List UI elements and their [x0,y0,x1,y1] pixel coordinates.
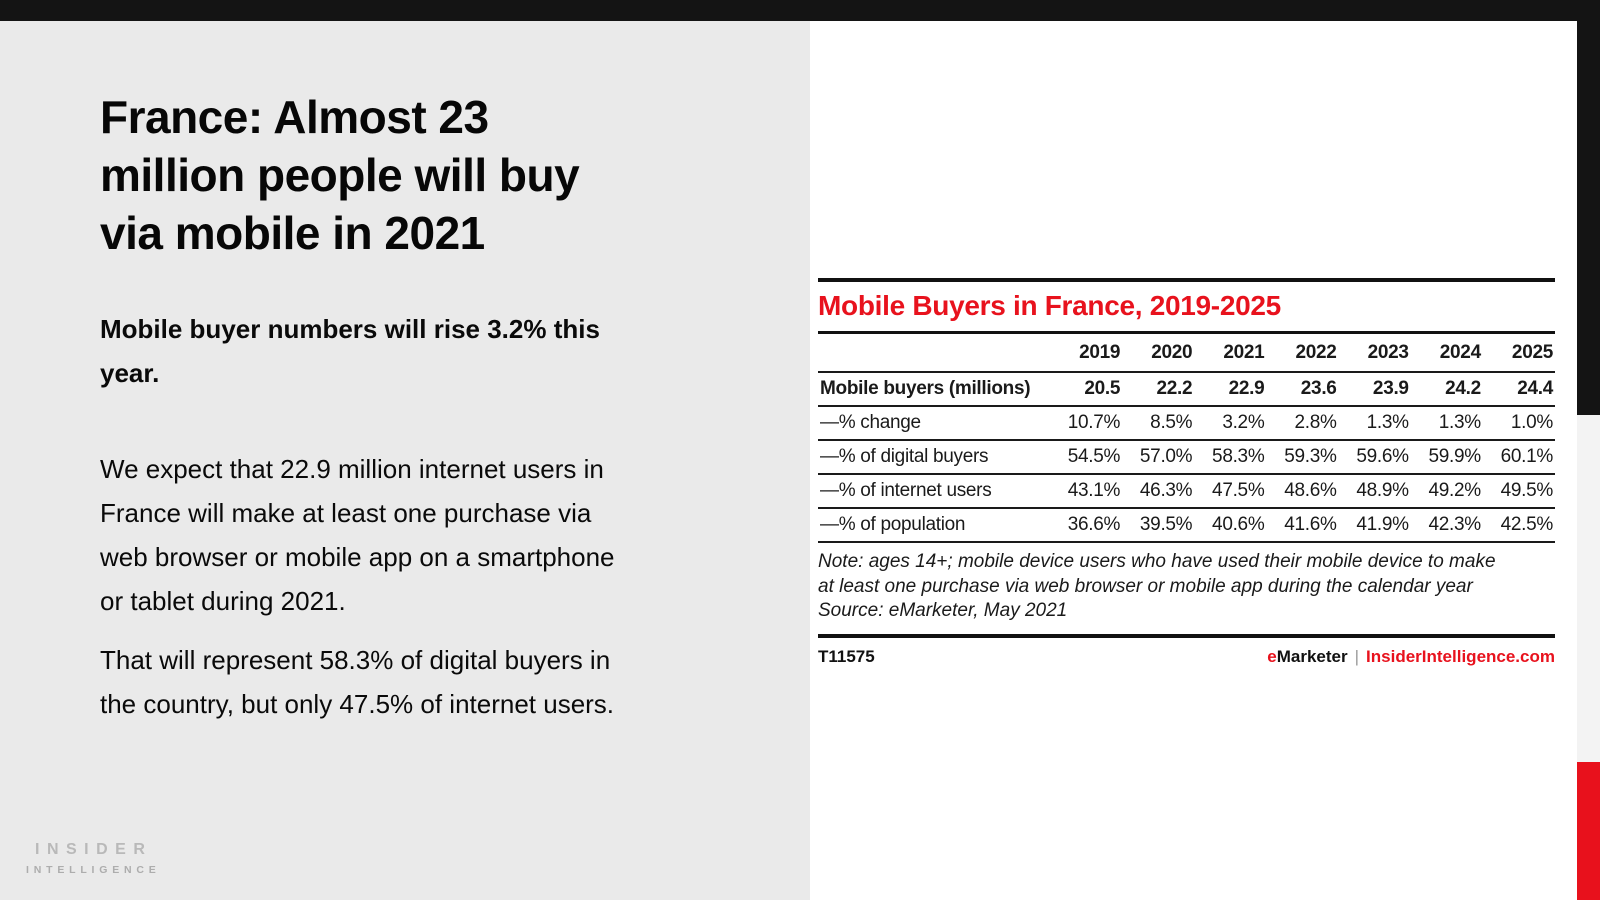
value-cell: 42.5% [1482,508,1555,543]
value-cell: 36.6% [1050,508,1123,543]
row-label-cell: —% of internet users [818,474,1050,509]
value-cell: 49.5% [1482,474,1555,509]
value-cell: 8.5% [1122,406,1195,441]
chart-footer: T11575 eMarketer | InsiderIntelligence.com [818,638,1555,667]
value-cell: 2.8% [1266,406,1339,441]
table-row: —% of internet users 43.1% 46.3% 47.5% 48.6%… [818,474,1555,509]
logo-line-insider: INSIDER [35,841,153,858]
value-cell: 41.6% [1266,508,1339,543]
value-cell: 41.9% [1338,508,1411,543]
value-cell: 1.0% [1482,406,1555,441]
year-header-row: 2019 2020 2021 2022 2023 2024 2025 [818,334,1555,373]
value-cell: 3.2% [1194,406,1267,441]
chart-id: T11575 [818,646,875,666]
emarketer-chart: Mobile Buyers in France, 2019-2025 2019 2… [818,278,1555,667]
right-edge-strip [1577,0,1600,900]
page-title: France: Almost 23 million people will bu… [100,91,580,259]
table-row: —% change 10.7% 8.5% 3.2% 2.8% 1.3% 1.3% 1.0% [818,406,1555,441]
row-label-cell: Mobile buyers (millions) [818,372,1050,407]
emarketer-logo-e: e [1267,646,1277,666]
chart-title: Mobile Buyers in France, 2019-2025 [818,290,1281,321]
insiderintelligence-link[interactable]: InsiderIntelligence.com [1366,646,1555,666]
value-cell: 59.3% [1266,440,1339,475]
chart-table-body: Mobile buyers (millions) 20.5 22.2 22.9 23.6… [818,372,1555,543]
year-header-cell: 2019 [1050,334,1123,373]
value-cell: 39.5% [1122,508,1195,543]
chart-note: Note: ages 14+; mobile device users who … [818,543,1555,638]
year-header-cell: 2024 [1410,334,1483,373]
slide-body: We expect that 22.9 million internet use… [100,447,740,741]
body-paragraph-2: That will represent 58.3% of digital buy… [100,645,615,719]
table-row: —% of population 36.6% 39.5% 40.6% 41.6% 41.9… [818,508,1555,543]
value-cell: 60.1% [1482,440,1555,475]
edge-gray-block [1577,415,1600,762]
edge-black-block [1577,0,1600,415]
year-header-cell: 2020 [1122,334,1195,373]
value-cell: 22.9 [1194,372,1267,407]
emarketer-logo-text: Marketer [1276,646,1348,666]
chart-title-band: Mobile Buyers in France, 2019-2025 [818,278,1555,334]
year-header-cell: 2023 [1338,334,1411,373]
value-cell: 22.2 [1122,372,1195,407]
value-cell: 43.1% [1050,474,1123,509]
body-paragraph-1: We expect that 22.9 million internet use… [100,454,615,616]
value-cell: 46.3% [1122,474,1195,509]
chart-panel: Mobile Buyers in France, 2019-2025 2019 2… [810,21,1577,900]
left-text-panel: France: Almost 23 million people will bu… [0,21,810,900]
edge-red-block [1577,762,1600,900]
table-row: Mobile buyers (millions) 20.5 22.2 22.9 23.6… [818,372,1555,407]
row-label-cell: —% of digital buyers [818,440,1050,475]
value-cell: 23.9 [1338,372,1411,407]
value-cell: 10.7% [1050,406,1123,441]
value-cell: 47.5% [1194,474,1267,509]
brand-lockup: eMarketer | InsiderIntelligence.com [1267,647,1555,667]
value-cell: 42.3% [1410,508,1483,543]
value-cell: 59.9% [1410,440,1483,475]
value-cell: 40.6% [1194,508,1267,543]
value-cell: 48.6% [1266,474,1339,509]
slide-subtitle: Mobile buyer numbers will rise 3.2% this… [100,314,600,388]
year-header-cell: 2025 [1482,334,1555,373]
value-cell: 20.5 [1050,372,1123,407]
value-cell: 54.5% [1050,440,1123,475]
value-cell: 48.9% [1338,474,1411,509]
value-cell: 24.4 [1482,372,1555,407]
value-cell: 49.2% [1410,474,1483,509]
brand-separator: | [1354,646,1360,666]
value-cell: 57.0% [1122,440,1195,475]
table-row: —% of digital buyers 54.5% 57.0% 58.3% 59.3%… [818,440,1555,475]
value-cell: 24.2 [1410,372,1483,407]
logo-line-intelligence: INTELLIGENCE [26,864,161,876]
corner-cell [818,334,1050,373]
chart-table: 2019 2020 2021 2022 2023 2024 2025 Mobile buye… [818,334,1555,543]
year-header-cell: 2022 [1266,334,1339,373]
value-cell: 59.6% [1338,440,1411,475]
year-header-cell: 2021 [1194,334,1267,373]
value-cell: 1.3% [1410,406,1483,441]
insider-intelligence-logo: INSIDER INTELLIGENCE [26,841,161,876]
row-label-cell: —% of population [818,508,1050,543]
chart-table-head: 2019 2020 2021 2022 2023 2024 2025 [818,334,1555,373]
row-label-cell: —% change [818,406,1050,441]
value-cell: 23.6 [1266,372,1339,407]
value-cell: 1.3% [1338,406,1411,441]
top-black-bar [0,0,1600,21]
value-cell: 58.3% [1194,440,1267,475]
